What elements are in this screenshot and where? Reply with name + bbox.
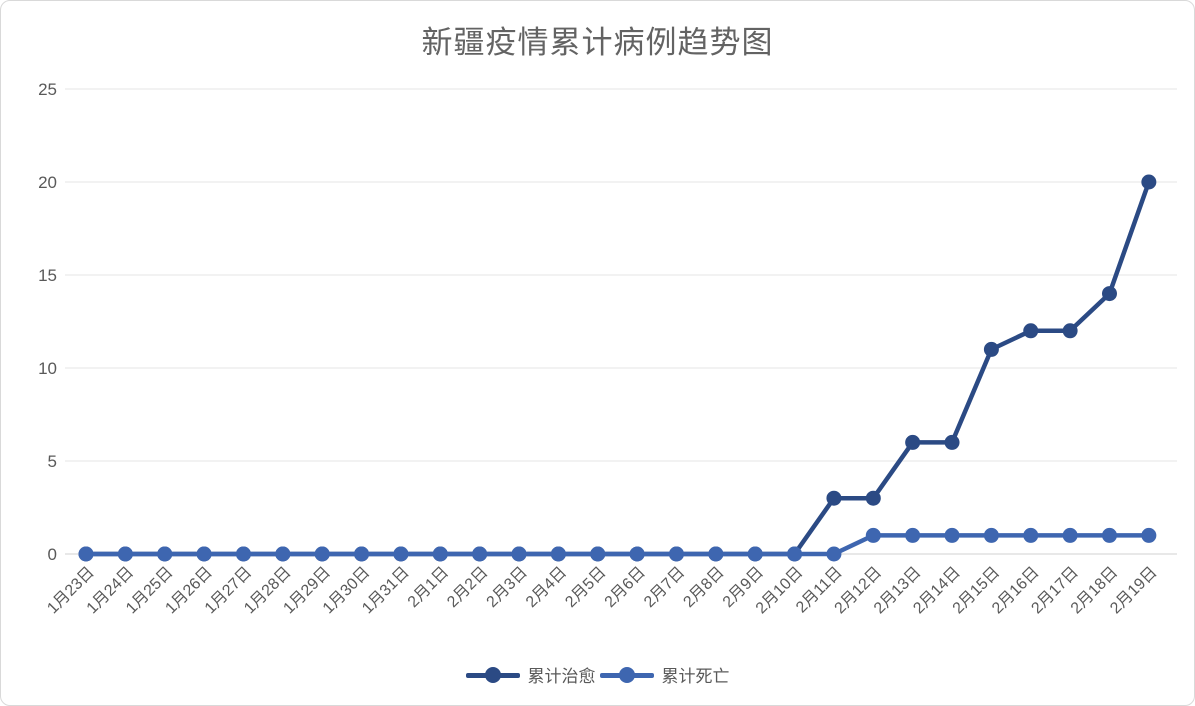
data-point-累计治愈 <box>1101 286 1117 302</box>
data-point-累计死亡 <box>668 546 684 562</box>
x-tick-label: 2月8日 <box>680 564 727 611</box>
legend-item-cured: 累计治愈 <box>465 662 596 687</box>
y-tick-label: 0 <box>48 545 57 564</box>
line-marker-icon <box>599 666 654 683</box>
x-tick-label: 2月2日 <box>444 564 491 611</box>
y-tick-label: 15 <box>38 266 57 285</box>
data-point-累计死亡 <box>983 527 999 543</box>
data-point-累计治愈 <box>1141 174 1157 190</box>
x-tick-label: 2月5日 <box>562 564 609 611</box>
data-point-累计死亡 <box>944 527 960 543</box>
data-point-累计治愈 <box>865 490 881 506</box>
chart-title: 新疆疫情累计病例趋势图 <box>421 25 774 60</box>
series-line-累计死亡 <box>83 533 1152 557</box>
data-point-累计死亡 <box>1062 527 1078 543</box>
legend-label-cured: 累计治愈 <box>527 667 596 686</box>
data-point-累计死亡 <box>235 546 251 562</box>
data-point-累计治愈 <box>826 490 842 506</box>
data-point-累计治愈 <box>944 434 960 450</box>
data-point-累计死亡 <box>117 546 133 562</box>
data-point-累计死亡 <box>865 527 881 543</box>
data-point-累计治愈 <box>1062 323 1078 339</box>
legend-item-deaths: 累计死亡 <box>599 662 730 687</box>
data-point-累计死亡 <box>1101 527 1117 543</box>
data-point-累计死亡 <box>826 546 842 562</box>
data-point-累计死亡 <box>590 546 606 562</box>
x-tick-label: 2月7日 <box>641 564 688 611</box>
x-tick-label: 2月4日 <box>523 564 570 611</box>
data-point-累计治愈 <box>983 341 999 357</box>
data-point-累计死亡 <box>747 546 763 562</box>
data-point-累计死亡 <box>708 546 724 562</box>
y-tick-label: 25 <box>38 80 57 99</box>
data-point-累计治愈 <box>1023 323 1039 339</box>
data-point-累计死亡 <box>314 546 330 562</box>
data-point-累计死亡 <box>196 546 212 562</box>
data-point-累计死亡 <box>354 546 370 562</box>
x-tick-label: 2月6日 <box>602 564 649 611</box>
data-point-累计治愈 <box>905 434 921 450</box>
y-tick-label: 5 <box>48 452 57 471</box>
data-point-累计死亡 <box>787 546 803 562</box>
data-point-累计死亡 <box>905 527 921 543</box>
data-point-累计死亡 <box>550 546 566 562</box>
data-point-累计死亡 <box>1023 527 1039 543</box>
data-point-累计死亡 <box>78 546 94 562</box>
data-point-累计死亡 <box>393 546 409 562</box>
y-tick-label: 20 <box>38 173 57 192</box>
data-point-累计死亡 <box>629 546 645 562</box>
data-point-累计死亡 <box>432 546 448 562</box>
data-point-累计死亡 <box>511 546 527 562</box>
data-point-累计死亡 <box>1141 527 1157 543</box>
x-tick-label: 2月1日 <box>405 564 452 611</box>
chart-legend: 累计治愈 累计死亡 <box>1 662 1194 687</box>
line-marker-icon <box>465 666 520 683</box>
data-point-累计死亡 <box>472 546 488 562</box>
data-point-累计死亡 <box>157 546 173 562</box>
y-tick-label: 10 <box>38 359 57 378</box>
data-point-累计死亡 <box>275 546 291 562</box>
x-tick-label: 2月3日 <box>484 564 531 611</box>
legend-label-deaths: 累计死亡 <box>661 667 730 686</box>
